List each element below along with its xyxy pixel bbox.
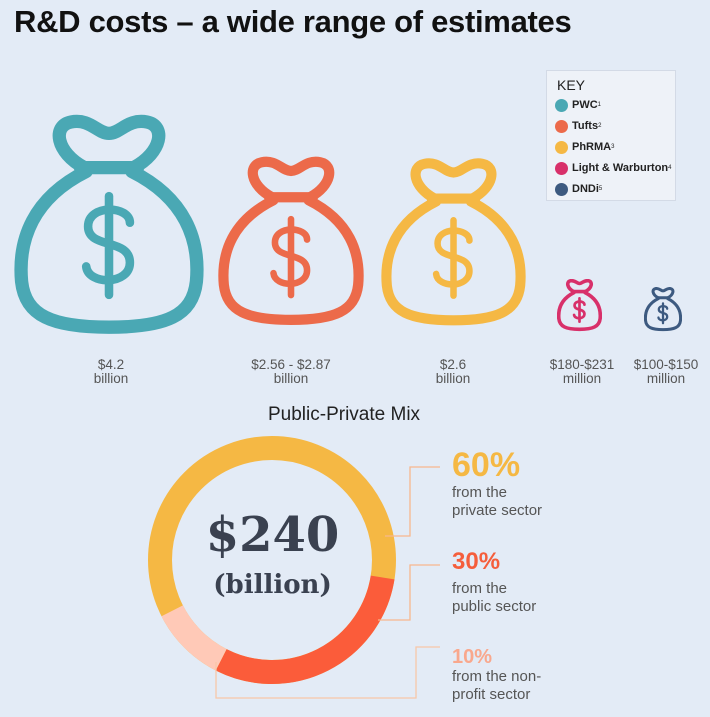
leader-line-private (385, 466, 440, 537)
key-item-phrma: PhRMA 3 (555, 138, 614, 156)
desc-public-line2: public sector (452, 598, 537, 615)
desc-private-line2: private sector (452, 502, 543, 519)
key-item-dndi: DNDi 5 (555, 180, 602, 198)
key-dot-dndi (555, 182, 568, 196)
cost-unit-phrma: billion (435, 371, 471, 386)
desc-private: from the private sector (452, 484, 542, 520)
key-sup-pwc: 1 (597, 102, 602, 108)
money-bag-icon-tufts (218, 156, 364, 325)
key-label-light-warburton: Light & Warburton (572, 162, 669, 174)
cost-label-dndi: $100-$150 million (624, 358, 708, 386)
key-title: KEY (557, 77, 586, 93)
key-legend: KEY PWC 1 Tufts 2 PhRMA 3 Light & Warburton… (546, 70, 676, 201)
mix-total-value: $240 (205, 507, 340, 563)
cost-label-pwc: $4.2 billion (64, 358, 158, 386)
cost-value-tufts: $2.56 - $2.87 (251, 357, 331, 372)
key-sup-phrma: 3 (611, 144, 615, 150)
cost-unit-tufts: billion (273, 371, 309, 386)
key-dot-tufts (555, 119, 568, 133)
cost-unit-pwc: billion (93, 371, 129, 386)
leader-line-public (378, 564, 440, 621)
desc-private-line1: from the (452, 484, 508, 501)
key-item-tufts: Tufts 2 (555, 117, 601, 135)
key-item-light-warburton: Light & Warburton 4 (555, 159, 671, 177)
cost-value-light-warburton: $180-$231 (549, 357, 615, 372)
cost-label-tufts: $2.56 - $2.87 billion (236, 358, 346, 386)
desc-public-line1: from the (452, 580, 508, 597)
cost-value-dndi: $100-$150 (633, 357, 699, 372)
cost-value-pwc: $4.2 (97, 357, 125, 372)
mix-total-unit: (billion) (213, 570, 332, 600)
cost-label-phrma: $2.6 billion (408, 358, 498, 386)
desc-public: from the public sector (452, 580, 536, 616)
desc-nonprofit-line1: from the non- (452, 668, 542, 685)
key-sup-light-warburton: 4 (668, 165, 672, 171)
key-sup-dndi: 5 (598, 186, 603, 192)
cost-value-phrma: $2.6 (439, 357, 467, 372)
donut-segment-public (215, 575, 395, 684)
key-label-phrma: PhRMA (572, 141, 612, 153)
key-sup-tufts: 2 (598, 123, 602, 129)
page-title: R&D costs – a wide range of estimates (14, 4, 572, 39)
mix-title: Public-Private Mix (268, 404, 421, 425)
key-label-tufts: Tufts (572, 120, 599, 132)
money-bag-icon-light-warburton (557, 279, 602, 332)
key-dot-light-warburton (555, 161, 568, 175)
pct-private: 60% (452, 446, 521, 484)
pct-public: 30% (452, 548, 501, 575)
key-dot-pwc (555, 98, 568, 112)
cost-unit-dndi: million (646, 371, 686, 386)
donut-segment-nonprofit (161, 605, 227, 671)
money-bag-icon-pwc (14, 114, 204, 334)
pct-nonprofit: 10% (452, 646, 493, 668)
cost-label-light-warburton: $180-$231 million (540, 358, 624, 386)
key-dot-phrma (555, 140, 568, 154)
money-bag-icon-dndi (644, 287, 682, 332)
key-item-pwc: PWC 1 (555, 96, 601, 114)
desc-nonprofit-line2: profit sector (452, 686, 531, 703)
key-label-dndi: DNDi (572, 183, 599, 195)
money-bag-icon-phrma (381, 158, 526, 326)
key-label-pwc: PWC (572, 99, 598, 111)
desc-nonprofit: from the non- profit sector (452, 668, 541, 704)
cost-unit-light-warburton: million (562, 371, 602, 386)
leader-line-nonprofit (215, 646, 440, 699)
